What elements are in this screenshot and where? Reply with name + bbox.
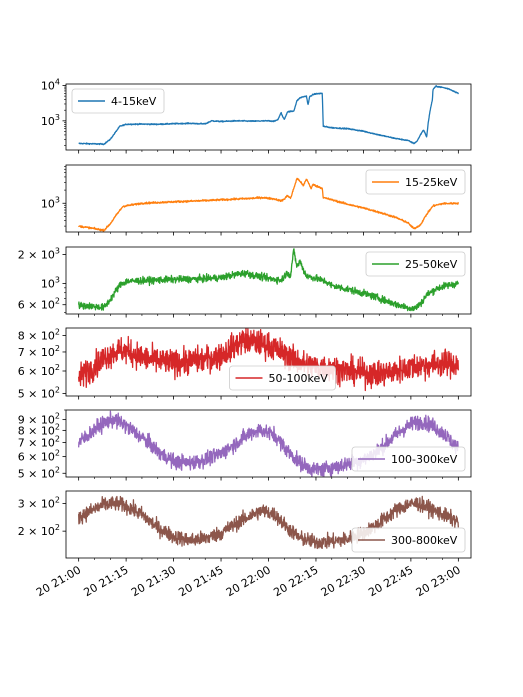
- axes-frame: [65, 490, 472, 559]
- panel-15-25keV: 103 15-25keV: [41, 164, 472, 236]
- x-tick-label: 20 21:15: [82, 563, 131, 599]
- legend-box: [71, 88, 165, 114]
- panel-50-100keV: 5 × 102 6 × 102 7 × 102 8 × 102 50-100keV: [18, 327, 472, 401]
- y-tick-label: 5 × 102: [18, 465, 60, 480]
- y-tick-label: 103: [41, 195, 60, 210]
- legend-box: [351, 527, 466, 553]
- y-tick-label: 2 × 102: [18, 523, 60, 538]
- panel-25-50keV: 6 × 102 103 2 × 103 25-50keV: [18, 246, 472, 318]
- y-tick-label: 9 × 102: [18, 412, 60, 427]
- legend: 4-15keV: [71, 88, 165, 114]
- legend-box: [365, 251, 466, 277]
- legend-box: [229, 365, 336, 391]
- y-tick-label: 8 × 102: [18, 327, 60, 342]
- y-tick-label: 6 × 102: [18, 297, 60, 312]
- legend-box: [365, 169, 466, 195]
- panel-300-800keV: 2 × 102 3 × 102 300-800keV: [18, 490, 472, 562]
- legend-label: 100-300keV: [391, 453, 458, 466]
- x-tick-label: 20 21:00: [34, 563, 83, 599]
- x-tick-label: 20 21:30: [129, 563, 178, 599]
- legend-label: 25-50keV: [405, 258, 458, 271]
- series-line-100-300keV: [78, 410, 459, 477]
- y-tick-label: 7 × 102: [18, 435, 60, 450]
- x-tick-label: 20 22:15: [271, 563, 320, 599]
- series-line-4-15keV: [78, 84, 459, 146]
- axes-frame: [65, 327, 472, 397]
- legend-label: 15-25keV: [405, 176, 458, 189]
- x-tick-label: 20 22:00: [224, 563, 273, 599]
- x-tick-label: 20 21:45: [176, 563, 225, 599]
- legend: 15-25keV: [365, 169, 466, 195]
- y-tick-label: 6 × 102: [18, 449, 60, 464]
- legend-label: 4-15keV: [111, 95, 157, 108]
- y-tick-label: 6 × 102: [18, 363, 60, 378]
- legend-box: [351, 446, 466, 472]
- legend-label: 50-100keV: [269, 372, 329, 385]
- series-line-15-25keV: [78, 177, 459, 232]
- series-line-50-100keV: [78, 328, 459, 392]
- y-tick-label: 3 × 102: [18, 495, 60, 510]
- legend: 25-50keV: [365, 251, 466, 277]
- y-tick-label: 103: [41, 113, 60, 128]
- series-line-300-800keV: [78, 495, 459, 550]
- axes-frame: [65, 83, 472, 151]
- axes-frame: [65, 164, 472, 233]
- x-tick-label: 20 22:30: [319, 563, 368, 599]
- legend: 100-300keV: [351, 446, 466, 472]
- x-tick-label: 20 22:45: [366, 563, 415, 599]
- y-tick-label: 104: [41, 77, 60, 92]
- y-tick-label: 2 × 103: [18, 247, 60, 262]
- panel-4-15keV: 103 104 4-15keV: [41, 77, 472, 154]
- y-tick-label: 103: [41, 275, 60, 290]
- y-tick-label: 5 × 102: [18, 386, 60, 401]
- y-tick-label: 7 × 102: [18, 344, 60, 359]
- legend: 300-800keV: [351, 527, 466, 553]
- x-tick-label: 20 23:00: [414, 563, 463, 599]
- legend-label: 300-800keV: [391, 534, 458, 547]
- axes-frame: [65, 409, 472, 478]
- series-line-25-50keV: [78, 248, 459, 312]
- y-tick-label: 8 × 102: [18, 422, 60, 437]
- axes-frame: [65, 246, 472, 315]
- legend: 50-100keV: [229, 365, 336, 391]
